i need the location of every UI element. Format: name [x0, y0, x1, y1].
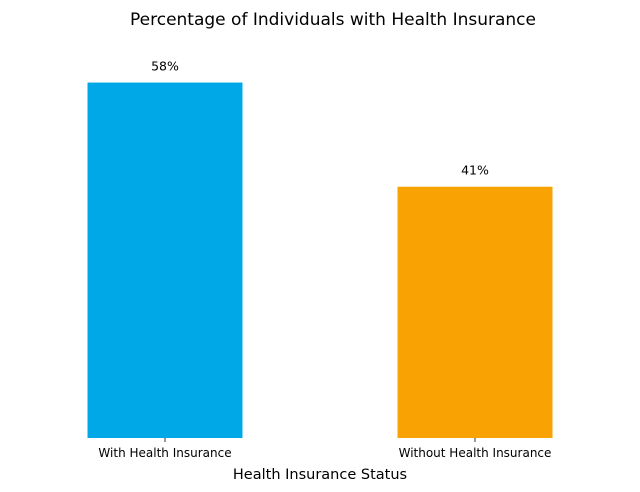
bars-group	[87, 82, 553, 438]
x-tick-group: With Health Insurance Without Health Insu…	[98, 438, 551, 460]
chart-title: Percentage of Individuals with Health In…	[130, 10, 536, 30]
data-label-0: 58%	[151, 59, 179, 74]
x-tick-label-1: Without Health Insurance	[399, 446, 552, 460]
bar-1	[397, 186, 553, 438]
data-labels-group: 58% 41%	[151, 59, 489, 178]
bar-0	[87, 82, 243, 438]
x-tick-label-0: With Health Insurance	[98, 446, 231, 460]
x-axis-label: Health Insurance Status	[233, 467, 407, 483]
data-label-1: 41%	[461, 163, 489, 178]
